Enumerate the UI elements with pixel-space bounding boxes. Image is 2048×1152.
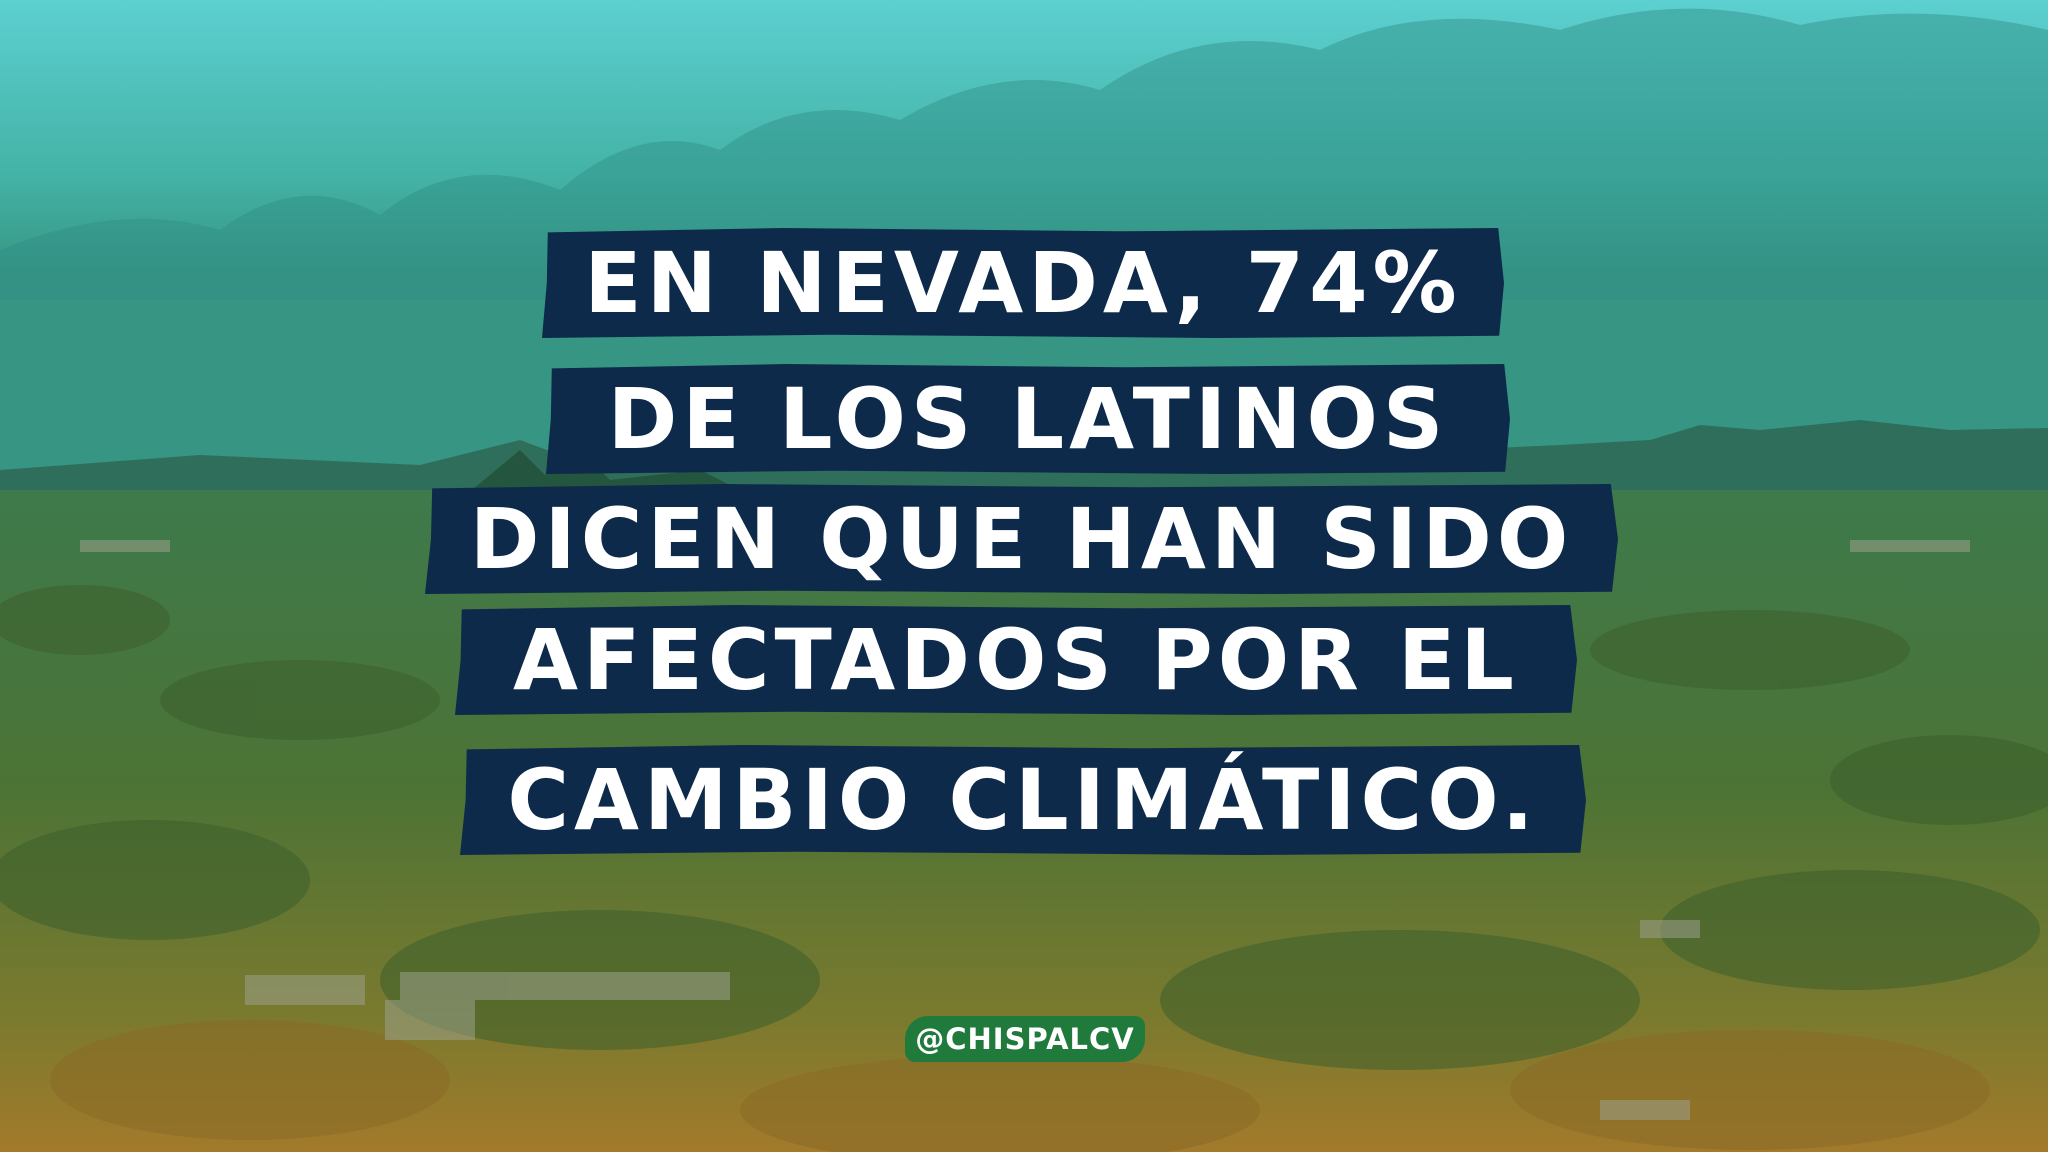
social-handle-badge[interactable]: @CHISPALCV — [905, 1016, 1145, 1062]
buildings — [80, 540, 1970, 1120]
trees — [0, 585, 2048, 1070]
cloud-band — [0, 8, 2048, 301]
